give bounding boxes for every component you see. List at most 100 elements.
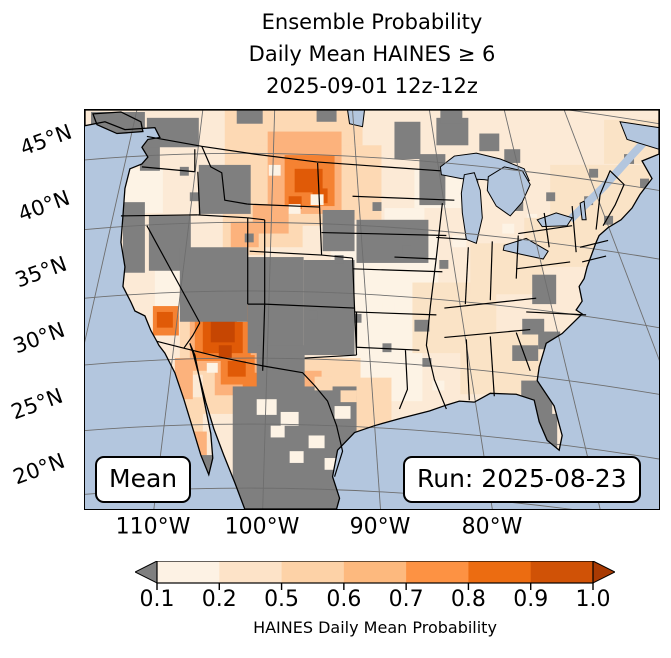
probability-cell-g	[334, 255, 344, 264]
lake	[347, 110, 366, 128]
graticule-line	[85, 423, 659, 460]
graticule-line	[85, 152, 659, 191]
graticule-line	[563, 110, 659, 361]
probability-cell-g	[372, 202, 382, 211]
state-border	[425, 203, 447, 410]
colorbar-tick-label: 1.0	[575, 587, 611, 612]
probability-cell-g	[402, 245, 412, 255]
colorbar-segment	[219, 561, 283, 583]
title-line-3: 2025-09-01 12z-12z	[266, 74, 478, 98]
state-border	[398, 350, 409, 410]
graticule-line	[428, 110, 493, 509]
graticule-line	[262, 110, 276, 509]
colorbar-tick-label: 0.2	[201, 587, 237, 612]
probability-cell-g	[198, 164, 251, 214]
probability-cell-g	[589, 168, 599, 178]
state-border	[516, 261, 571, 270]
colorbar-tick-label: 0.7	[388, 587, 424, 612]
probability-cell-c	[382, 302, 395, 312]
colorbar-tick-label: 0.9	[513, 587, 549, 612]
probability-cell-g	[439, 259, 449, 269]
probability-cell-g	[440, 110, 463, 124]
lat-tick-label: 35°N	[12, 251, 70, 293]
state-border	[141, 166, 195, 173]
probability-cell-g	[604, 215, 614, 225]
probability-cell-g	[356, 219, 429, 263]
probability-cell-o5	[218, 345, 232, 359]
state-border	[183, 322, 201, 349]
lat-tick-label: 45°N	[17, 119, 75, 161]
lon-tick-label: 90°W	[349, 514, 411, 540]
coastline	[85, 110, 659, 509]
lake	[619, 121, 659, 150]
state-border	[489, 241, 493, 301]
probability-cell-c	[289, 451, 304, 463]
state-border	[197, 214, 248, 219]
state-border	[264, 303, 355, 309]
graticule-line	[503, 110, 601, 509]
state-border	[120, 214, 198, 217]
graticule-line	[85, 110, 138, 343]
colorbar-segment	[157, 561, 220, 583]
probability-cell-o1	[340, 390, 357, 403]
state-border	[304, 354, 357, 359]
state-border	[515, 332, 531, 371]
figure-title: Ensemble Probability Daily Mean HAINES ≥…	[84, 6, 660, 102]
probability-cell-g	[522, 318, 545, 335]
colorbar-under-arrow	[133, 560, 158, 584]
probability-cell-g	[532, 274, 557, 305]
probability-cell-g	[414, 319, 430, 332]
state-border	[353, 308, 358, 356]
probability-cell-g	[308, 310, 318, 320]
title-line-1: Ensemble Probability	[261, 10, 483, 34]
state-border	[394, 256, 437, 260]
state-border	[321, 254, 353, 259]
probability-cell-g	[322, 209, 355, 252]
probability-cell-g	[546, 192, 556, 202]
state-border	[465, 339, 470, 401]
probability-cell-c	[324, 458, 341, 470]
probability-cell-c	[256, 399, 277, 415]
state-border	[489, 336, 495, 397]
colorbar-label: HAINES Daily Mean Probability	[253, 618, 497, 637]
colorbar-tick-label: 0.5	[264, 587, 300, 612]
probability-cell-g	[512, 345, 539, 361]
state-border	[201, 146, 248, 205]
state-border	[464, 247, 469, 305]
lake	[579, 200, 587, 221]
probability-cell-o5	[210, 316, 235, 343]
probability-cell-c	[334, 406, 351, 419]
graticule-line	[352, 110, 381, 509]
state-border	[351, 258, 356, 309]
lake	[486, 166, 531, 217]
state-border	[352, 195, 455, 201]
probability-cell-c	[206, 362, 218, 373]
state-border	[581, 255, 607, 263]
probability-cell-o4	[156, 311, 173, 328]
colorbar	[133, 560, 617, 591]
state-border	[247, 217, 265, 221]
state-border	[579, 239, 609, 248]
graticule-line	[85, 221, 659, 260]
graticule-line	[153, 110, 204, 509]
state-border	[146, 135, 441, 172]
probability-cell-c	[270, 425, 285, 438]
probability-cell-g	[640, 178, 650, 188]
state-border	[518, 225, 573, 235]
state-border	[444, 329, 531, 339]
probability-cell-c	[432, 380, 445, 391]
probability-cell-g	[504, 149, 521, 163]
probability-cell-g	[382, 343, 392, 353]
map-canvas: Mean Run: 2025-08-23	[84, 109, 660, 510]
colorbar-segment	[468, 561, 532, 583]
lon-tick-label: 110°W	[115, 514, 191, 540]
probability-cell-g	[236, 110, 263, 124]
probability-cell-c	[268, 164, 281, 176]
probability-cell-c	[412, 272, 425, 283]
colorbar-segment	[530, 561, 594, 583]
state-border	[318, 207, 323, 256]
colorbar-over-arrow	[592, 560, 617, 584]
probability-cell-g	[422, 358, 432, 367]
state-border	[543, 212, 550, 248]
